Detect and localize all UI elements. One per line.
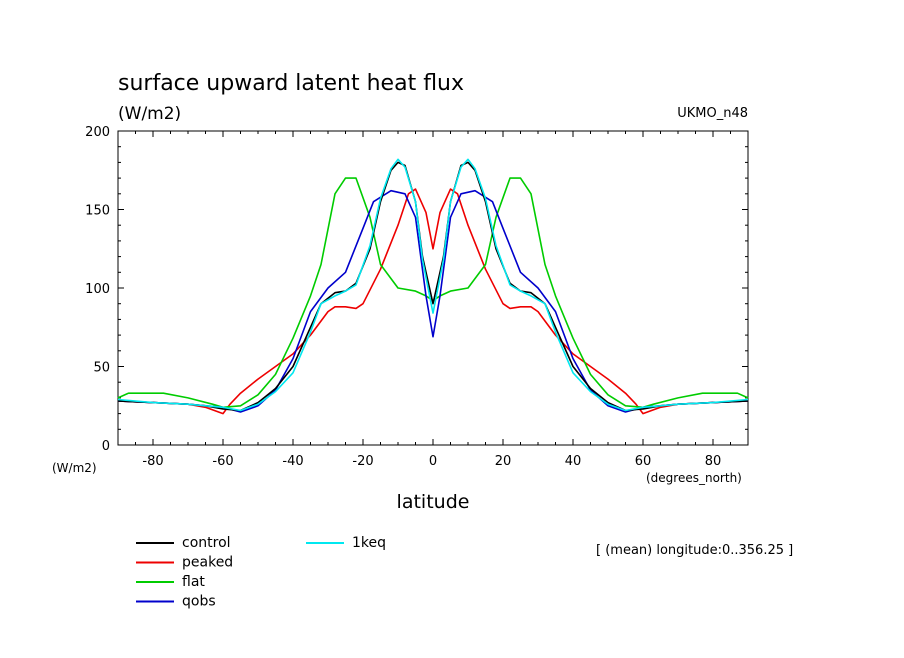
legend: control peaked flat qobs 1keq	[136, 535, 386, 610]
x-tick-label: 40	[565, 454, 582, 469]
series-line-flat	[117, 177, 749, 409]
x-tick-label: 0	[429, 454, 437, 469]
y-tick-label: 50	[93, 361, 110, 376]
plot-frame	[117, 130, 749, 446]
chart-units: (W/m2)	[118, 104, 181, 124]
y-tick-label: 150	[85, 204, 110, 219]
series-line-control	[117, 161, 749, 412]
legend-label-peaked: peaked	[182, 555, 233, 571]
x-tick-label: -80	[142, 454, 163, 469]
y-tick-label: 200	[85, 125, 110, 140]
x-tick-label: -60	[212, 454, 233, 469]
annotation-longitude: [ (mean) longitude:0..356.25 ]	[596, 543, 793, 558]
axis-ticks: -80 -60 -40 -20 0 20 40 60 80 0 50 100 150 200	[85, 125, 748, 469]
chart-title: surface upward latent heat flux	[118, 71, 464, 96]
legend-label-flat: flat	[182, 574, 205, 590]
x-axis-label: latitude	[397, 491, 470, 513]
series-line-1keq	[117, 158, 749, 412]
series-line-peaked	[117, 188, 749, 415]
x-axis-units: (degrees_north)	[646, 471, 742, 485]
x-tick-label: 80	[705, 454, 722, 469]
legend-label-qobs: qobs	[182, 594, 216, 610]
legend-label-1keq: 1keq	[352, 535, 386, 551]
legend-label-control: control	[182, 535, 231, 551]
y-tick-label: 0	[102, 439, 110, 454]
y-tick-label: 100	[85, 282, 110, 297]
x-tick-label: -20	[352, 454, 373, 469]
y-axis-units: (W/m2)	[52, 461, 97, 475]
x-tick-label: -40	[282, 454, 303, 469]
x-tick-label: 20	[495, 454, 512, 469]
model-label: UKMO_n48	[677, 106, 748, 121]
x-tick-label: 60	[635, 454, 652, 469]
series-lines	[117, 158, 749, 415]
